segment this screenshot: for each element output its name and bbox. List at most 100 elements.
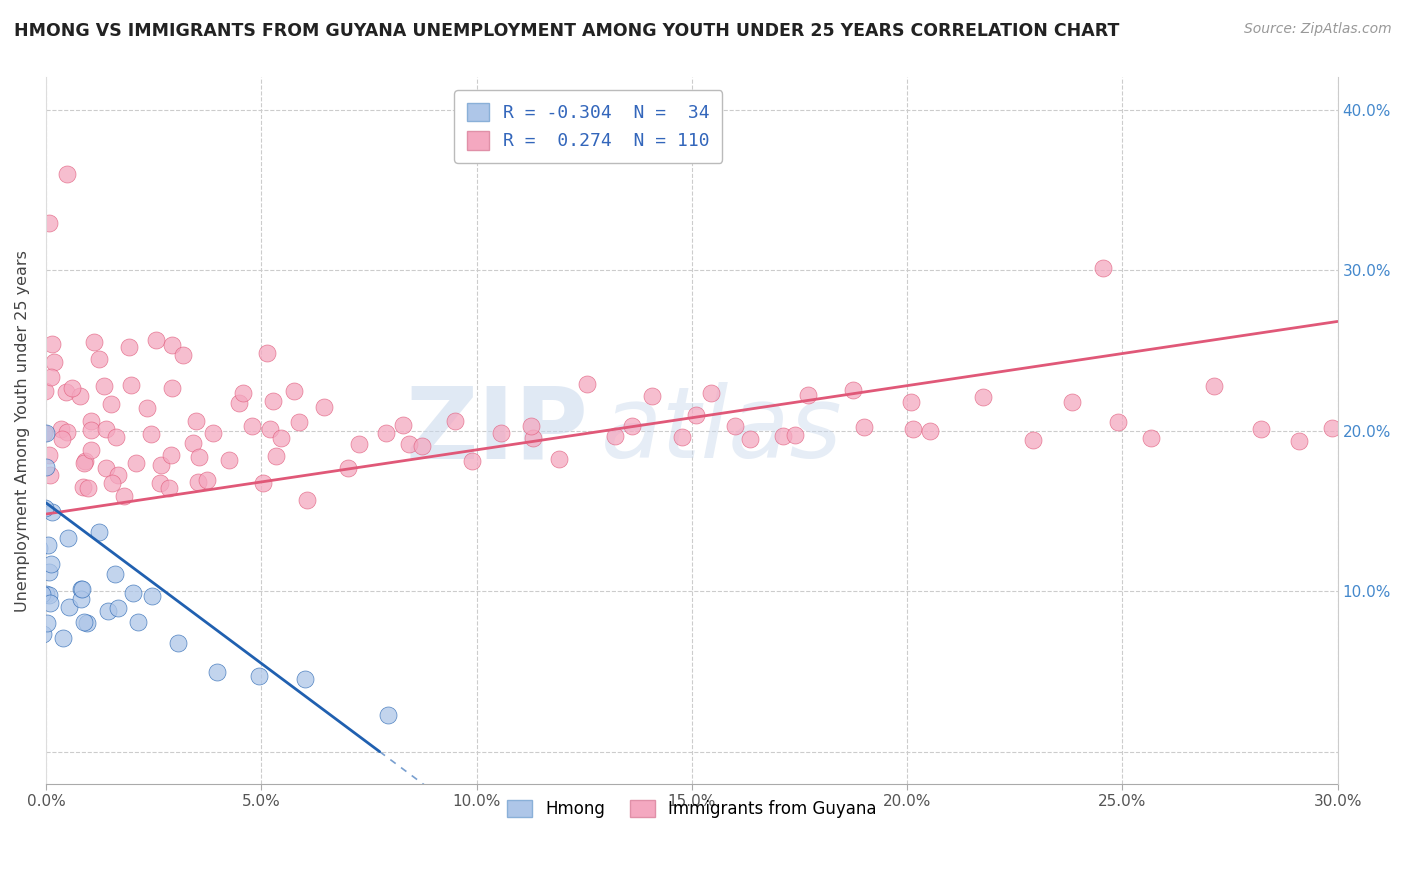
Point (135, 401, 157, 415)
Point (39, 370, 62, 384)
Point (125, 456, 148, 470)
Point (202, 426, 225, 441)
Point (218, 452, 240, 467)
Point (312, 400, 335, 414)
Point (336, 460, 359, 475)
Point (39, 557, 62, 571)
Point (149, 458, 172, 472)
Point (97, 604, 120, 618)
Point (724, 418, 747, 433)
Point (288, 415, 311, 429)
Point (188, 450, 211, 464)
Point (262, 394, 284, 409)
Point (605, 429, 627, 443)
Point (796, 387, 818, 401)
Point (121, 586, 143, 600)
Point (73, 456, 96, 470)
Point (38, 448, 60, 462)
Point (31, 587, 53, 601)
Point (392, 417, 415, 432)
Point (70, 582, 93, 596)
Point (73, 454, 96, 468)
Point (900, 394, 922, 409)
Point (80, 413, 103, 427)
Point (21, 257, 44, 271)
Point (31, 425, 53, 440)
Point (32, 425, 55, 440)
Point (184, 414, 207, 428)
Text: ZIP: ZIP (405, 382, 589, 479)
Point (166, 636, 188, 650)
Point (920, 424, 942, 438)
Point (785, 428, 807, 442)
Point (641, 388, 664, 402)
Point (38, 589, 60, 603)
Point (100, 397, 122, 411)
Point (294, 672, 316, 686)
Point (104, 567, 127, 582)
Point (112, 489, 135, 503)
Point (1288, 434, 1310, 448)
Point (69, 389, 91, 403)
Point (772, 429, 794, 443)
Point (247, 668, 270, 682)
Point (35, 426, 58, 441)
Point (162, 381, 184, 395)
Point (461, 453, 484, 467)
Point (398, 437, 420, 451)
Point (39, 596, 62, 610)
Point (58, 599, 80, 614)
Point (149, 475, 172, 490)
Point (34, 501, 56, 516)
Point (38, 565, 60, 579)
Point (52, 631, 75, 645)
Point (51, 432, 73, 446)
Point (172, 348, 194, 362)
Point (73, 615, 96, 630)
Point (104, 430, 127, 444)
Point (1202, 378, 1225, 392)
Point (491, 425, 513, 440)
Point (1092, 261, 1115, 276)
Point (76, 615, 98, 630)
Point (96, 422, 118, 436)
Text: atlas: atlas (602, 382, 844, 479)
Point (671, 430, 693, 444)
Point (1139, 431, 1161, 445)
Point (187, 475, 209, 490)
Point (25, 451, 48, 466)
Point (80, 423, 103, 437)
Point (28, 541, 51, 555)
Point (252, 475, 274, 490)
Point (283, 384, 305, 398)
Point (80, 443, 103, 458)
Point (107, 601, 129, 615)
Point (1062, 395, 1084, 409)
Point (145, 333, 167, 347)
Point (107, 468, 129, 483)
Point (685, 409, 707, 423)
Point (228, 396, 250, 410)
Point (522, 431, 544, 445)
Point (347, 436, 370, 450)
Point (264, 449, 287, 463)
Point (83, 335, 105, 350)
Point (87, 524, 110, 539)
Point (44, 355, 66, 369)
Point (41, 505, 63, 519)
Point (411, 439, 433, 453)
Point (72, 480, 94, 494)
Point (38, 215, 60, 229)
Point (139, 426, 162, 441)
Point (69, 591, 91, 606)
Point (58, 532, 80, 546)
Point (37, 615, 59, 630)
Point (620, 419, 643, 434)
Text: HMONG VS IMMIGRANTS FROM GUYANA UNEMPLOYMENT AMONG YOUTH UNDER 25 YEARS CORRELAT: HMONG VS IMMIGRANTS FROM GUYANA UNEMPLOY… (14, 22, 1119, 40)
Legend: Hmong, Immigrants from Guyana: Hmong, Immigrants from Guyana (501, 793, 883, 825)
Point (100, 476, 122, 491)
Point (160, 449, 183, 463)
Point (842, 384, 865, 398)
Point (41, 337, 63, 351)
Point (232, 386, 254, 401)
